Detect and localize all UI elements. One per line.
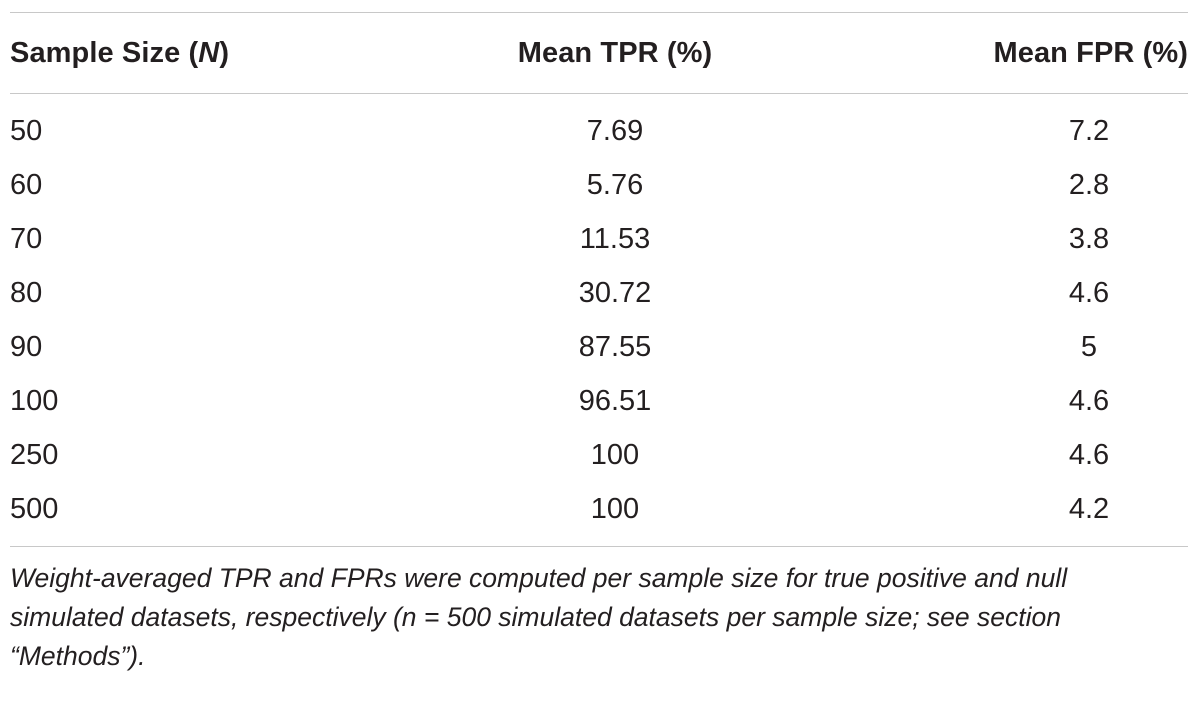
cell-mean-tpr: 87.55 bbox=[578, 330, 652, 363]
cell-mean-tpr: 100 bbox=[590, 438, 640, 471]
table-row: 50 7.69 7.2 bbox=[10, 104, 1188, 158]
header-rule bbox=[10, 93, 1188, 94]
cell-mean-fpr: 4.6 bbox=[1068, 276, 1110, 309]
cell-sample-size: 90 bbox=[10, 330, 43, 363]
cell-mean-fpr: 4.2 bbox=[1068, 492, 1110, 525]
table-row: 500 100 4.2 bbox=[10, 482, 1188, 536]
cell-sample-size: 100 bbox=[10, 384, 59, 417]
cell-mean-fpr: 4.6 bbox=[1068, 384, 1110, 417]
header-sample-size-prefix: Sample Size ( bbox=[10, 36, 199, 69]
top-rule bbox=[10, 12, 1188, 13]
table-row: 80 30.72 4.6 bbox=[10, 266, 1188, 320]
cell-mean-fpr: 7.2 bbox=[1068, 114, 1110, 147]
cell-mean-fpr: 5 bbox=[1080, 330, 1098, 363]
cell-sample-size: 70 bbox=[10, 222, 43, 255]
bottom-rule bbox=[10, 546, 1188, 547]
cell-mean-fpr: 4.6 bbox=[1068, 438, 1110, 471]
cell-sample-size: 50 bbox=[10, 114, 43, 147]
table-row: 100 96.51 4.6 bbox=[10, 374, 1188, 428]
cell-mean-fpr: 3.8 bbox=[1068, 222, 1110, 255]
table-header-row: Sample Size (N) Mean TPR (%) Mean FPR (%… bbox=[10, 13, 1188, 93]
header-sample-size: Sample Size (N) bbox=[10, 37, 430, 70]
header-mean-fpr: Mean FPR (%) bbox=[993, 36, 1188, 69]
table-footnote: Weight-averaged TPR and FPRs were comput… bbox=[10, 563, 1068, 671]
header-mean-tpr: Mean TPR (%) bbox=[517, 36, 713, 69]
cell-mean-fpr: 2.8 bbox=[1068, 168, 1110, 201]
results-table: Sample Size (N) Mean TPR (%) Mean FPR (%… bbox=[10, 12, 1188, 676]
cell-sample-size: 60 bbox=[10, 168, 43, 201]
cell-mean-tpr: 11.53 bbox=[579, 222, 651, 255]
header-sample-size-suffix: ) bbox=[219, 36, 230, 69]
table-row: 250 100 4.6 bbox=[10, 428, 1188, 482]
table-body: 50 7.69 7.2 60 5.76 2.8 70 11.53 3.8 80 … bbox=[10, 94, 1188, 546]
cell-sample-size: 250 bbox=[10, 438, 59, 471]
cell-mean-tpr: 96.51 bbox=[578, 384, 652, 417]
cell-sample-size: 80 bbox=[10, 276, 43, 309]
header-sample-size-variable: N bbox=[198, 36, 220, 69]
table-row: 70 11.53 3.8 bbox=[10, 212, 1188, 266]
cell-mean-tpr: 7.69 bbox=[586, 114, 644, 147]
cell-mean-tpr: 30.72 bbox=[578, 276, 652, 309]
cell-sample-size: 500 bbox=[10, 492, 59, 525]
table-row: 60 5.76 2.8 bbox=[10, 158, 1188, 212]
cell-mean-tpr: 100 bbox=[590, 492, 640, 525]
table-row: 90 87.55 5 bbox=[10, 320, 1188, 374]
cell-mean-tpr: 5.76 bbox=[586, 168, 644, 201]
